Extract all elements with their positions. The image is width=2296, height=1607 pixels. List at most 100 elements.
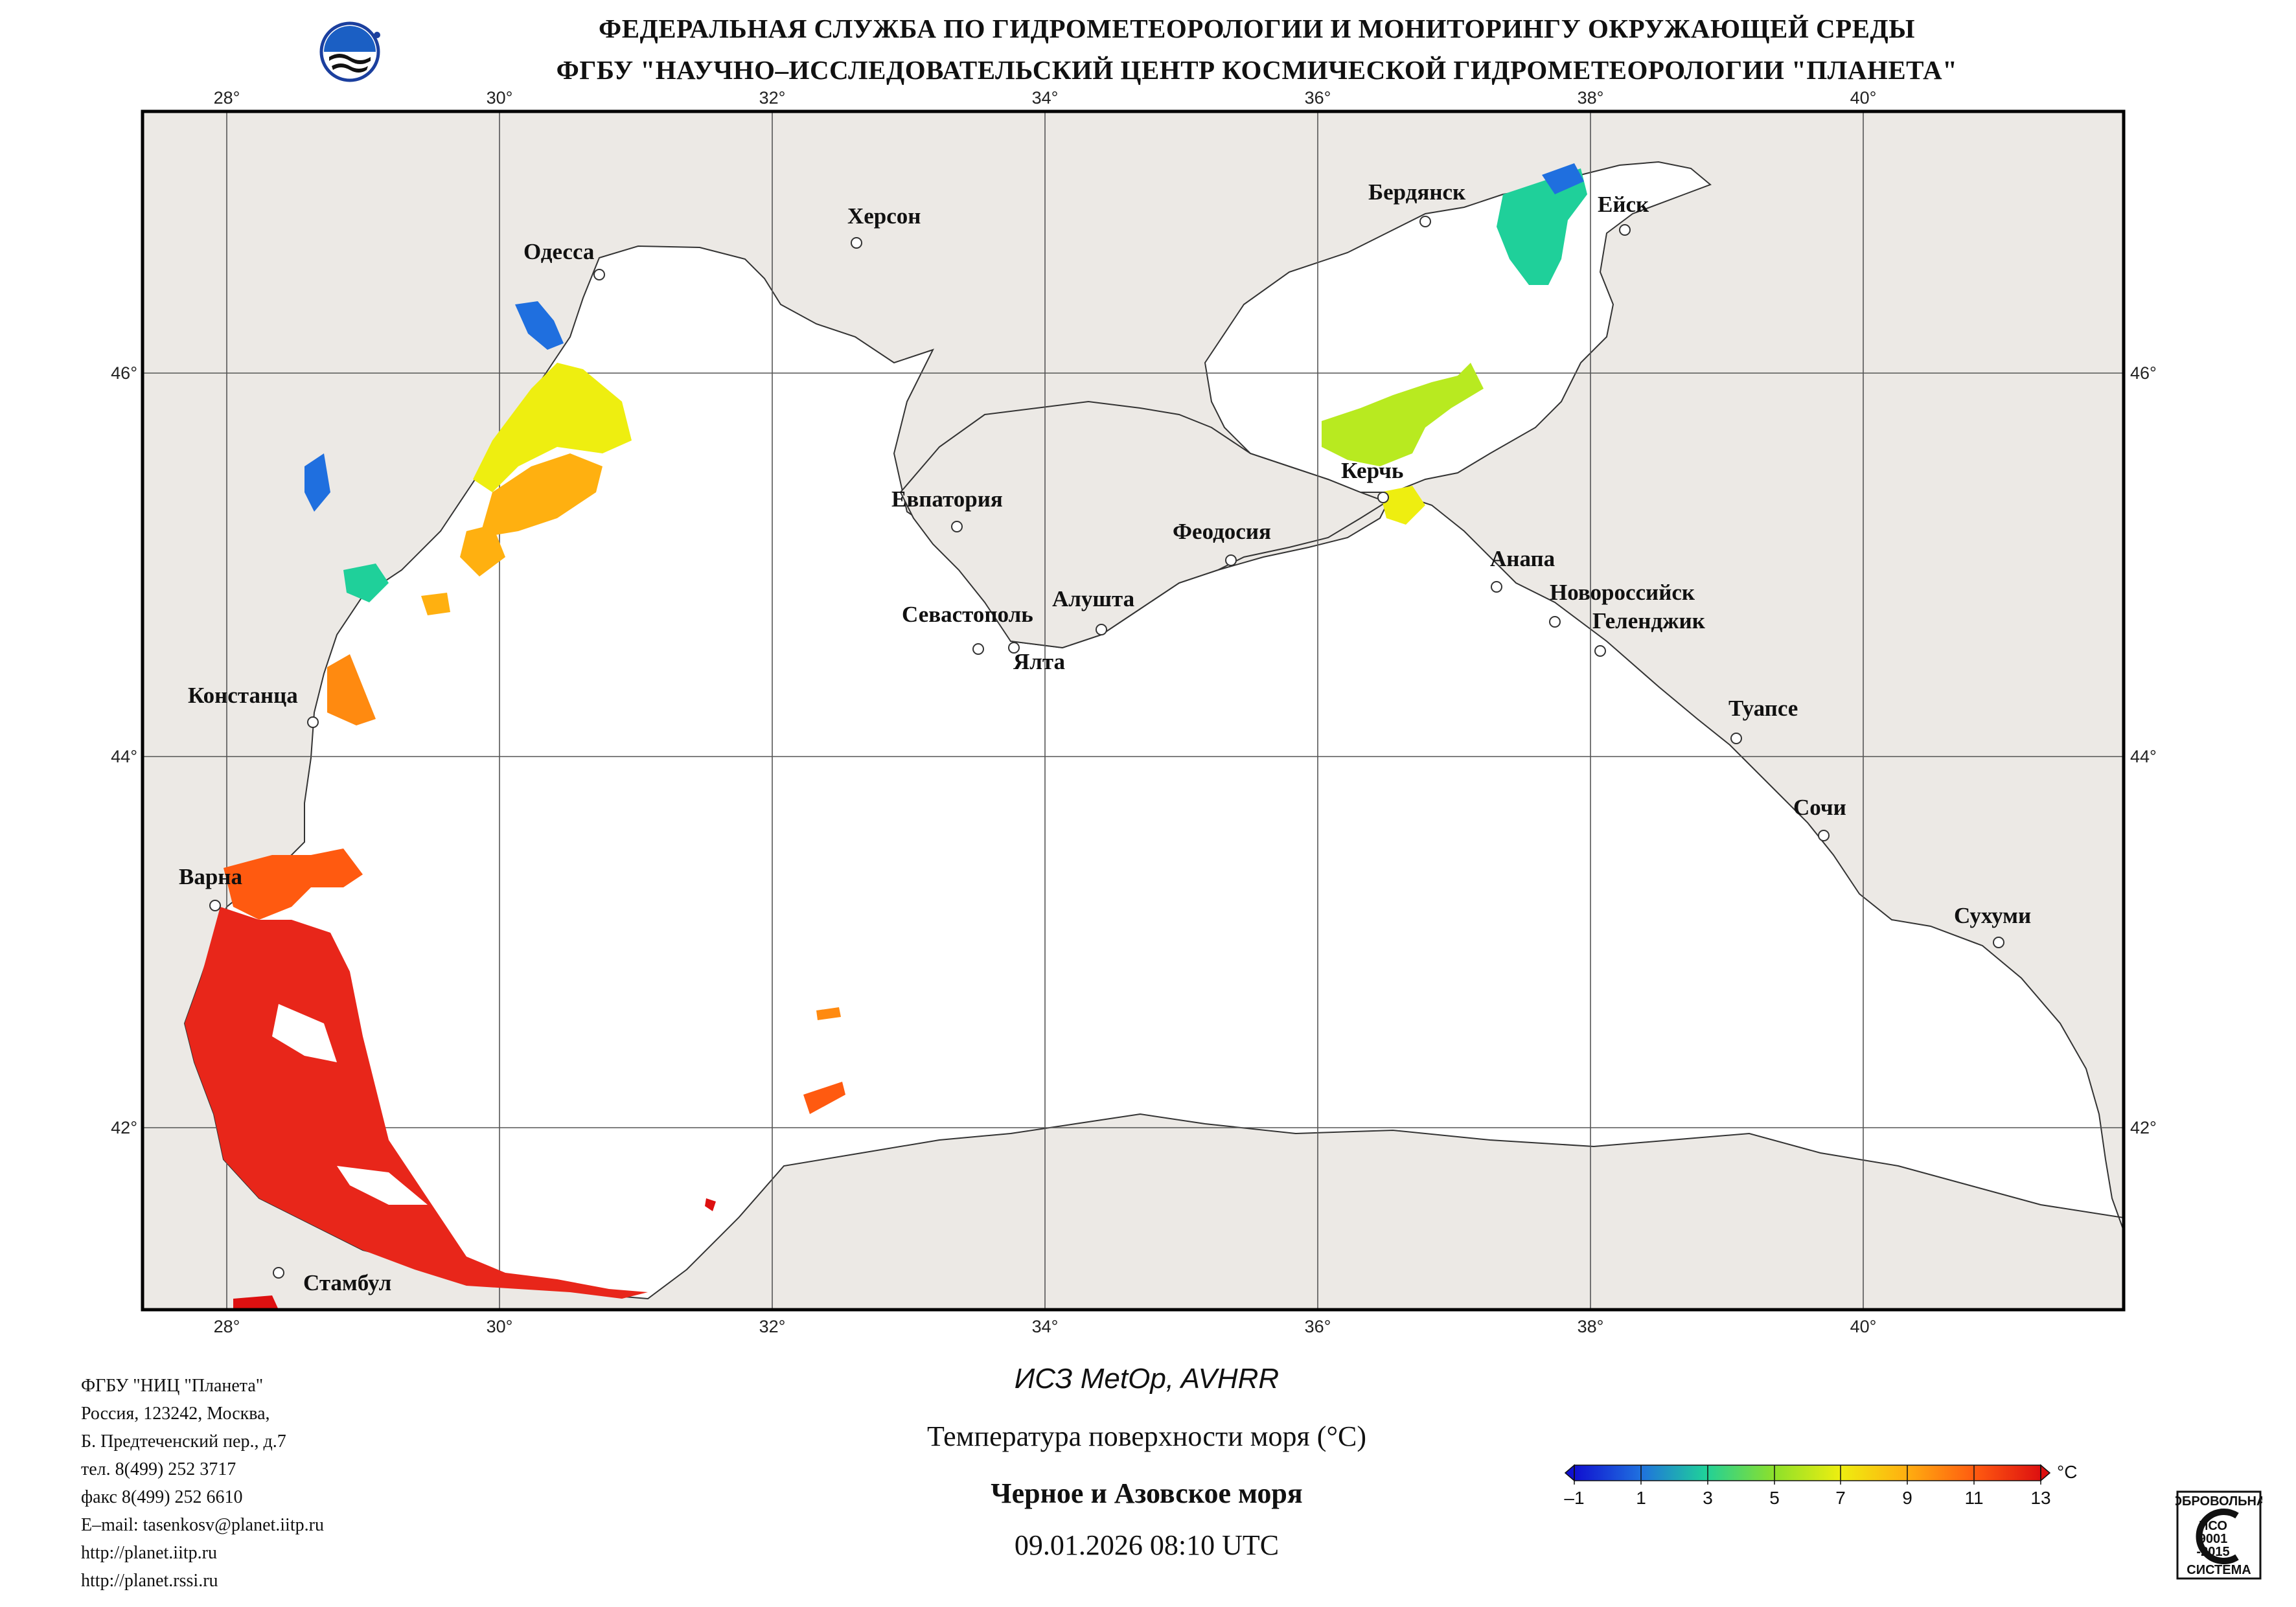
sst-patch-nw-coast bbox=[460, 525, 505, 576]
sst-patch-odessa-gulf bbox=[473, 363, 632, 492]
city-label-feodosia: Феодосия bbox=[1173, 519, 1271, 544]
latitude-labels-right: 46° 44° 42° bbox=[2130, 363, 2157, 1137]
caption-satellite: ИСЗ MetOp, AVHRR bbox=[1014, 1363, 1280, 1395]
city-label-sukhumi: Сухуми bbox=[1954, 903, 2031, 928]
info-address-2: Б. Предтеченский пер., д.7 bbox=[81, 1431, 286, 1452]
sst-patch-sw-gap2 bbox=[337, 1166, 428, 1205]
city-label-anapa: Анапа bbox=[1490, 546, 1555, 571]
lon-label: 32° bbox=[759, 1317, 786, 1336]
grid-lines bbox=[143, 111, 2124, 1310]
city-label-berdyansk: Бердянск bbox=[1368, 179, 1466, 205]
sst-patch-bosphorus-tip bbox=[233, 1295, 279, 1310]
lat-label: 46° bbox=[111, 363, 137, 383]
lat-label: 44° bbox=[111, 747, 137, 766]
info-url-1: http://planet.iitp.ru bbox=[81, 1543, 217, 1563]
header-line-2: ФГБУ "НАУЧНО–ИССЛЕДОВАТЕЛЬСКИЙ ЦЕНТР КОС… bbox=[556, 55, 1958, 85]
city-label-yeysk: Ейск bbox=[1598, 192, 1649, 217]
lon-label: 40° bbox=[1850, 88, 1877, 108]
lat-label: 42° bbox=[2130, 1118, 2157, 1137]
colorbar-tick: 7 bbox=[1835, 1488, 1846, 1508]
colorbar-tick: 13 bbox=[2030, 1488, 2050, 1508]
info-org: ФГБУ "НИЦ "Планета" bbox=[81, 1376, 264, 1396]
lat-label: 46° bbox=[2130, 363, 2157, 383]
sst-patch-azov-east bbox=[1497, 168, 1587, 285]
info-fax: факс 8(499) 252 6610 bbox=[81, 1487, 243, 1507]
colorbar-unit: °C bbox=[2057, 1462, 2077, 1482]
sst-patch-sea-dots1 bbox=[816, 1007, 841, 1020]
sst-patch-razelm bbox=[343, 564, 389, 602]
sst-patch-kerch bbox=[1380, 486, 1425, 525]
sst-patch-odessa-warm bbox=[479, 453, 603, 538]
lon-label: 32° bbox=[759, 88, 786, 108]
crimea bbox=[899, 400, 1388, 649]
colorbar-left-arrow bbox=[1564, 1464, 1575, 1482]
city-labels: Одесса Херсон Бердянск Ейск Евпатория Ке… bbox=[179, 179, 2031, 1295]
city-label-odessa: Одесса bbox=[523, 239, 594, 264]
sst-patch-constanta bbox=[327, 654, 376, 725]
city-label-yalta: Ялта bbox=[1013, 649, 1065, 674]
lon-label: 30° bbox=[487, 1317, 513, 1336]
cert-mark-2: 9001 bbox=[2199, 1532, 2228, 1546]
info-email: E–mail: tasenkosv@planet.iitp.ru bbox=[81, 1515, 324, 1535]
latitude-labels-left: 46° 44° 42° bbox=[111, 363, 137, 1137]
cert-bottom-text: СИСТЕМА bbox=[2187, 1563, 2251, 1577]
colorbar-gradient bbox=[1574, 1465, 2041, 1481]
city-markers bbox=[209, 216, 2004, 1279]
lon-label: 28° bbox=[214, 88, 240, 108]
sst-patch-sea-dots3 bbox=[705, 1198, 716, 1211]
city-label-novorossiysk: Новороссийск bbox=[1550, 580, 1695, 605]
lon-label: 38° bbox=[1578, 1317, 1604, 1336]
caption-parameter: Температура поверхности моря (°C) bbox=[926, 1420, 1367, 1452]
cert-mark-3: -2015 bbox=[2196, 1545, 2229, 1559]
map-frame bbox=[141, 109, 2126, 1312]
lon-label: 28° bbox=[214, 1317, 240, 1336]
sst-patch-bosphorus-warm bbox=[224, 849, 363, 920]
planeta-logo-icon bbox=[319, 21, 380, 82]
caption-region: Черное и Азовское моря bbox=[991, 1477, 1303, 1509]
sst-patch-sea-dots2 bbox=[803, 1082, 845, 1114]
city-label-constanta: Констанца bbox=[188, 683, 298, 708]
sst-patch-odessa bbox=[515, 301, 564, 350]
sst-patch-azov-blue bbox=[1542, 163, 1584, 194]
lon-label: 34° bbox=[1032, 88, 1059, 108]
city-label-kherson: Херсон bbox=[847, 203, 921, 229]
lon-label: 38° bbox=[1578, 88, 1604, 108]
lon-label: 34° bbox=[1032, 1317, 1059, 1336]
lon-label: 36° bbox=[1305, 88, 1331, 108]
sst-patch-azov-center bbox=[1322, 363, 1484, 466]
sst-patch-sw-main bbox=[185, 907, 648, 1299]
city-label-tuapse: Туапсе bbox=[1728, 696, 1798, 721]
organisation-info: ФГБУ "НИЦ "Планета" Россия, 123242, Моск… bbox=[81, 1372, 324, 1595]
lat-label: 44° bbox=[2130, 747, 2157, 766]
longitude-labels-bottom: 28° 30° 32° 34° 36° 38° 40° bbox=[214, 1317, 1877, 1336]
city-label-gelendzhik: Геленджик bbox=[1592, 608, 1706, 633]
colorbar-tick: 9 bbox=[1902, 1488, 1912, 1508]
header-line-1: ФЕДЕРАЛЬНАЯ СЛУЖБА ПО ГИДРОМЕТЕОРОЛОГИИ … bbox=[599, 14, 1915, 43]
city-label-alushta: Алушта bbox=[1052, 586, 1134, 611]
sea-of-azov bbox=[1204, 161, 1712, 493]
longitude-labels-top: 28° 30° 32° 34° 36° 38° 40° bbox=[214, 88, 1877, 108]
info-phone: тел. 8(499) 252 3717 bbox=[81, 1459, 236, 1479]
city-label-kerch: Керчь bbox=[1341, 458, 1403, 483]
city-label-sochi: Сочи bbox=[1793, 795, 1846, 820]
city-label-yevpatoria: Евпатория bbox=[891, 486, 1003, 512]
colorbar-right-arrow bbox=[2040, 1464, 2051, 1482]
sst-data bbox=[185, 163, 1587, 1310]
city-label-varna: Варна bbox=[179, 864, 242, 889]
city-label-sevastopol: Севастополь bbox=[902, 602, 1033, 627]
sst-patch-danube-lake bbox=[304, 453, 330, 512]
colorbar-tick: 1 bbox=[1636, 1488, 1646, 1508]
lon-label: 40° bbox=[1850, 1317, 1877, 1336]
colorbar-tick: 3 bbox=[1703, 1488, 1713, 1508]
lon-label: 36° bbox=[1305, 1317, 1331, 1336]
lon-label: 30° bbox=[487, 88, 513, 108]
colorbar-tick: 11 bbox=[1964, 1488, 1983, 1508]
colorbar-tick: –1 bbox=[1564, 1488, 1584, 1508]
city-label-istanbul: Стамбул bbox=[303, 1270, 391, 1295]
sst-patch-sw-gap bbox=[272, 1004, 337, 1062]
iso-certificate-icon: ДОБРОВОЛЬНАЯ ИСО 9001 -2015 СИСТЕМА bbox=[2175, 1490, 2262, 1580]
colorbar: –1 1 3 5 7 9 11 13 °C bbox=[1564, 1462, 2077, 1508]
sst-patch-danube bbox=[421, 593, 450, 615]
cert-mark-1: ИСО bbox=[2199, 1519, 2227, 1533]
